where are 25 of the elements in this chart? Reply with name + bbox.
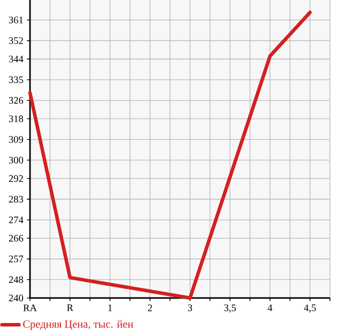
x-tick-label: 4	[268, 304, 272, 312]
y-tick-label: 257	[8, 256, 24, 262]
x-tick-label: 2	[148, 304, 152, 312]
y-tick-label: 283	[8, 196, 24, 203]
y-tick-label: 309	[9, 136, 24, 143]
y-tick-label: 335	[9, 76, 24, 84]
y-tick-label: 274	[8, 216, 24, 224]
x-tick-label: 1	[108, 304, 112, 312]
y-tick-label: 361	[9, 16, 23, 24]
y-tick-label: 292	[8, 175, 23, 182]
y-tick-label: 240	[8, 294, 24, 302]
y-tick-label: 318	[9, 115, 24, 122]
y-tick-label: 344	[9, 56, 24, 62]
x-tick-label: 3,5	[224, 304, 236, 313]
x-tick-label: 3	[188, 304, 192, 312]
x-tick-label: 4,5	[304, 304, 316, 313]
y-tick-label: 266	[8, 234, 24, 242]
y-tick-label: 326	[9, 97, 24, 104]
x-tick-label: RA	[23, 304, 37, 312]
x-tick-label: R	[66, 304, 74, 312]
y-tick-label: 352	[9, 37, 23, 44]
y-tick-label: 300	[9, 156, 24, 164]
line-series	[28, 10, 312, 300]
legend-label: Средняя Цена, тыс. йен	[23, 320, 134, 330]
y-tick-label: 248	[8, 276, 24, 283]
